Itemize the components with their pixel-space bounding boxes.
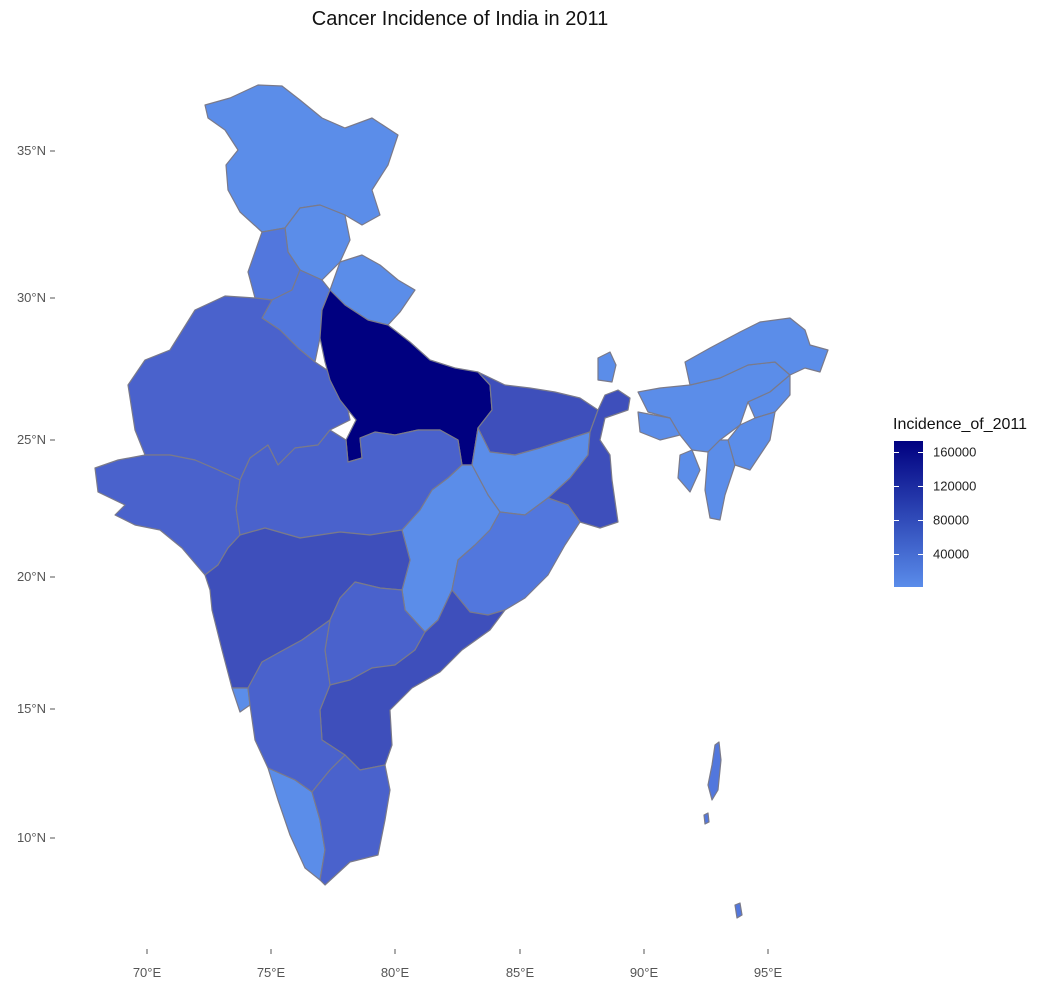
legend-tick-mark (894, 486, 899, 487)
y-tick-label: 20°N (17, 569, 46, 584)
state-west-bengal[interactable] (547, 389, 631, 529)
legend-tick-mark (918, 554, 923, 555)
state-sikkim[interactable] (597, 351, 617, 383)
state-nicobar-island[interactable] (734, 902, 743, 919)
state-gujarat[interactable] (94, 454, 241, 576)
state-tamil-nadu[interactable] (311, 754, 391, 886)
state-andhra-pradesh[interactable] (319, 589, 506, 771)
state-andaman-islet[interactable] (703, 812, 710, 825)
y-tick-label: 35°N (17, 143, 46, 158)
state-meghalaya[interactable] (637, 411, 681, 441)
legend-tick-label: 40000 (933, 546, 970, 562)
x-tick-label: 90°E (630, 965, 659, 980)
y-tick-label: 15°N (17, 701, 46, 716)
chart-title: Cancer Incidence of India in 2011 (311, 8, 609, 30)
state-andaman-islands[interactable] (707, 741, 722, 801)
legend-tick-label: 160000 (933, 444, 977, 460)
x-axis: 70°E 75°E 80°E 85°E 90°E 95°E (133, 949, 783, 980)
y-tick-label: 10°N (17, 830, 46, 845)
x-tick-label: 70°E (133, 965, 162, 980)
state-goa[interactable] (231, 687, 251, 713)
x-tick-label: 85°E (506, 965, 535, 980)
y-axis: 35°N 30°N 25°N 20°N 15°N 10°N (17, 143, 55, 845)
x-tick-label: 75°E (257, 965, 286, 980)
y-tick-label: 25°N (17, 432, 46, 447)
legend-color-bar (894, 441, 923, 587)
legend-title: Incidence_of_2011 (893, 416, 1028, 433)
legend-tick-mark (894, 554, 899, 555)
y-tick-label: 30°N (17, 290, 46, 305)
x-tick-label: 80°E (381, 965, 410, 980)
india-map (94, 84, 829, 919)
legend-tick-mark (894, 520, 899, 521)
legend-tick-label: 120000 (933, 478, 977, 494)
legend-tick-mark (918, 520, 923, 521)
state-jammu-kashmir[interactable] (204, 84, 399, 233)
state-arunachal-pradesh[interactable] (684, 317, 829, 386)
state-tripura[interactable] (677, 449, 701, 493)
legend-tick-mark (918, 452, 923, 453)
legend-tick-label: 80000 (933, 512, 970, 528)
state-karnataka[interactable] (247, 619, 346, 793)
x-tick-label: 95°E (754, 965, 783, 980)
state-mizoram[interactable] (704, 439, 736, 521)
legend-tick-mark (894, 452, 899, 453)
legend-tick-mark (918, 486, 923, 487)
state-odisha[interactable] (451, 497, 581, 616)
